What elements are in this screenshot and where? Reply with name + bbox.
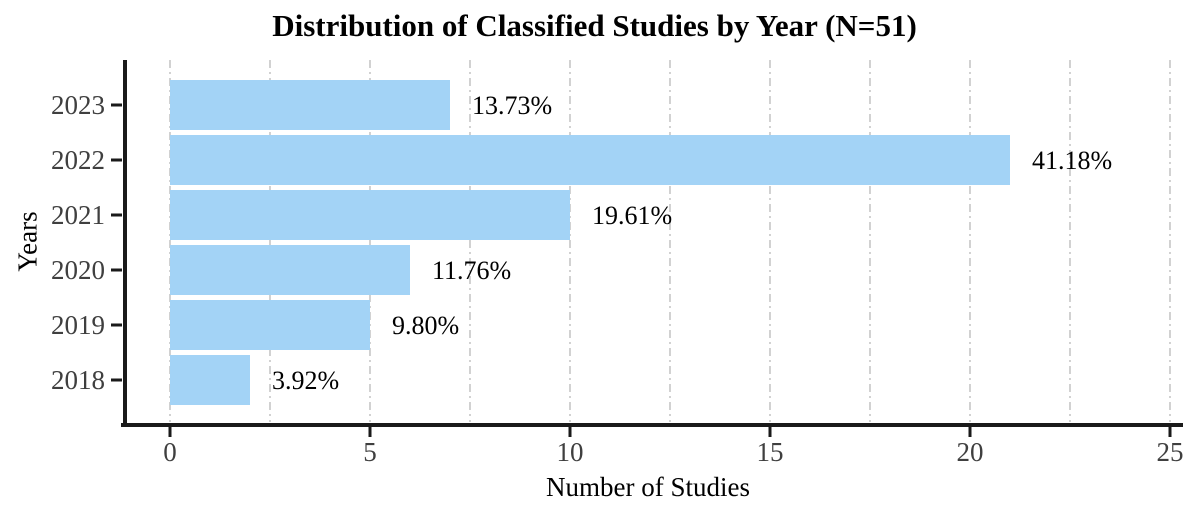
bar-label-2020: 11.76% <box>432 256 511 285</box>
y-tick-label: 2018 <box>51 365 105 395</box>
chart-title: Distribution of Classified Studies by Ye… <box>272 8 917 43</box>
bar-2022 <box>170 135 1010 185</box>
x-tick-label: 10 <box>557 437 584 467</box>
x-tick-label: 15 <box>757 437 784 467</box>
x-tick-label: 0 <box>163 437 177 467</box>
y-axis-label: Years <box>12 210 43 272</box>
bar-2018 <box>170 355 250 405</box>
bar-label-2019: 9.80% <box>392 311 459 340</box>
bar-2020 <box>170 245 410 295</box>
bar-2021 <box>170 190 570 240</box>
y-tick-label: 2021 <box>51 200 105 230</box>
bar-2019 <box>170 300 370 350</box>
x-axis-label: Number of Studies <box>546 471 750 502</box>
y-tick-label: 2023 <box>51 90 105 120</box>
y-tick-label: 2020 <box>51 255 105 285</box>
bar-2023 <box>170 80 450 130</box>
bar-label-2021: 19.61% <box>592 201 672 230</box>
x-tick-label: 25 <box>1157 437 1184 467</box>
x-axis-spine <box>121 423 1183 427</box>
bar-label-2022: 41.18% <box>1032 146 1112 175</box>
y-tick-label: 2022 <box>51 145 105 175</box>
x-tick-label: 20 <box>957 437 984 467</box>
bar-label-2023: 13.73% <box>472 91 552 120</box>
y-tick-label: 2019 <box>51 310 105 340</box>
y-axis-spine <box>123 60 127 425</box>
x-tick-label: 5 <box>363 437 377 467</box>
bar-label-2018: 3.92% <box>272 366 339 395</box>
